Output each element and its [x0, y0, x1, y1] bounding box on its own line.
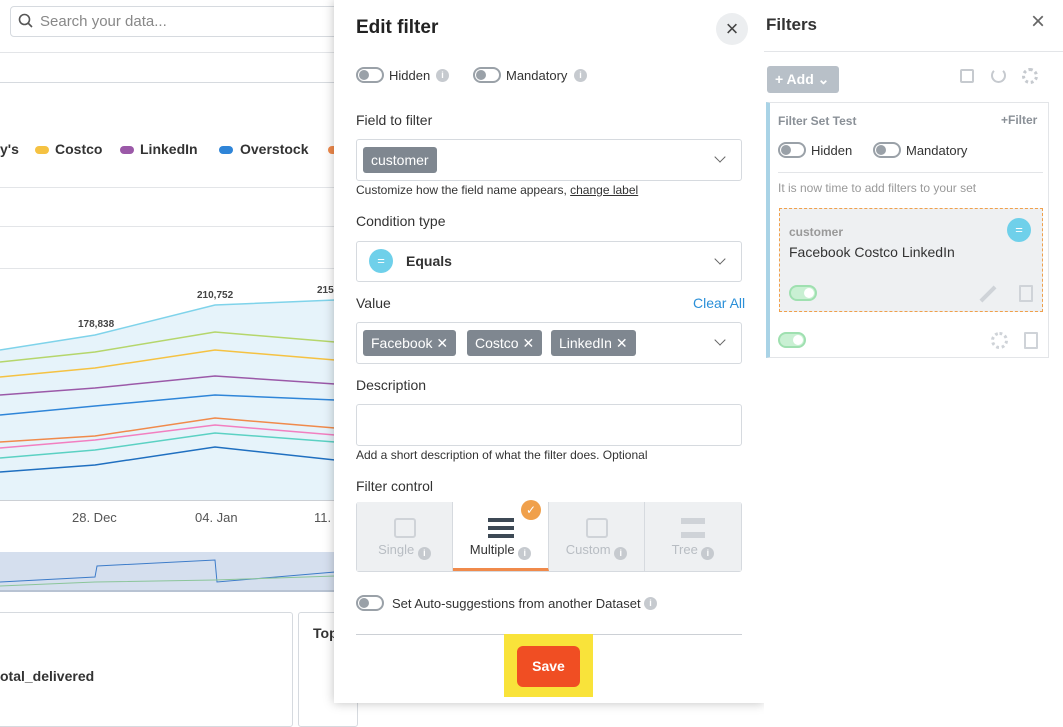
legend-item: Costco: [55, 141, 103, 157]
legend-item: Overstock: [240, 141, 309, 157]
legend-swatch: [219, 146, 233, 154]
filter-set-card: [766, 102, 1049, 358]
control-option[interactable]: Custom i: [549, 502, 645, 571]
field-label: Description: [356, 377, 427, 393]
divider: [0, 82, 335, 83]
help-text: Customize how the field name appears, ch…: [356, 183, 638, 197]
grid-line: [0, 226, 335, 227]
chip-text: Facebook: [371, 335, 433, 351]
toggle-label: Set Auto-suggestions from another Datase…: [392, 596, 641, 611]
save-button[interactable]: Save: [517, 646, 580, 687]
value-chip[interactable]: Facebook ✕: [363, 330, 457, 356]
toggle[interactable]: [778, 142, 806, 158]
option-label: Multiple: [469, 542, 515, 557]
x-tick-label: 04. Jan: [195, 510, 238, 525]
condition-select[interactable]: [356, 241, 742, 282]
legend-swatch: [35, 146, 49, 154]
legend-item: LinkedIn: [140, 141, 198, 157]
clear-all-link[interactable]: Clear All: [693, 295, 746, 311]
legend-swatch: [120, 146, 134, 154]
panel: [0, 612, 293, 727]
data-label: 210,752: [197, 290, 234, 301]
toggle[interactable]: [356, 67, 384, 83]
data-label: 178,838: [78, 319, 115, 330]
data-label: 215: [317, 285, 334, 296]
delete-icon[interactable]: [1019, 285, 1033, 302]
toggle-label: Mandatory: [506, 68, 568, 83]
equals-icon: =: [1007, 218, 1031, 242]
control-option[interactable]: Tree i: [645, 502, 741, 571]
info-icon[interactable]: i: [574, 69, 587, 82]
chip-text: LinkedIn: [559, 335, 612, 351]
search-icon: [18, 13, 33, 28]
condition-value: Equals: [406, 253, 452, 269]
settings-icon[interactable]: [1022, 68, 1038, 84]
x-tick-label: 28. Dec: [72, 510, 117, 525]
hint-text: It is now time to add filters to your se…: [778, 181, 977, 195]
divider: [778, 172, 1043, 173]
legend-item: y's: [0, 141, 19, 157]
field-chip: customer: [363, 147, 437, 173]
panel-title: Filters: [766, 15, 818, 34]
filter-values: Facebook Costco LinkedIn: [789, 244, 955, 260]
add-label: + Add: [775, 71, 814, 87]
delete-icon[interactable]: [1024, 332, 1038, 349]
search-placeholder: Search your data...: [40, 13, 167, 30]
toggle[interactable]: [356, 595, 384, 611]
panel-label: otal_delivered: [0, 668, 95, 684]
toggle-label: Hidden: [389, 68, 431, 83]
description-input[interactable]: [356, 404, 742, 446]
grid-line: [0, 268, 335, 269]
help-text: Customize how the field name appears,: [356, 183, 567, 197]
filters-panel: [764, 0, 1063, 721]
field-label: Field to filter: [356, 112, 433, 128]
panel-label: Top: [313, 625, 338, 641]
add-button[interactable]: + Add ⌄: [767, 66, 839, 93]
set-title: Filter Set Test: [778, 114, 857, 128]
divider: [764, 51, 1063, 52]
add-filter-link[interactable]: +Filter: [1001, 113, 1038, 127]
value-chip[interactable]: LinkedIn ✕: [551, 330, 636, 356]
field-label: Filter control: [356, 478, 434, 494]
option-label: Custom: [565, 542, 611, 557]
option-label: Single: [378, 542, 415, 557]
toggle[interactable]: [789, 285, 817, 301]
x-axis: [0, 500, 335, 501]
toggle[interactable]: [473, 67, 501, 83]
field-label: Condition type: [356, 213, 446, 229]
close-button[interactable]: ×: [1031, 8, 1046, 35]
modal-title: Edit filter: [356, 17, 439, 38]
equals-icon: =: [369, 249, 393, 273]
toggle[interactable]: [778, 332, 806, 348]
x-tick-label: 11.: [314, 510, 332, 525]
info-icon[interactable]: i: [644, 597, 657, 610]
option-label: Tree: [671, 542, 698, 557]
search-box[interactable]: [10, 6, 350, 37]
navigator: [0, 552, 335, 592]
control-option[interactable]: Single i: [357, 502, 453, 571]
toggle[interactable]: [873, 142, 901, 158]
chip-text: Costco: [475, 335, 519, 351]
info-icon[interactable]: i: [436, 69, 449, 82]
filter-field: customer: [789, 225, 844, 239]
background-chart: [0, 299, 335, 500]
toggle-label: Hidden: [811, 143, 853, 158]
check-badge: ✓: [521, 500, 541, 520]
field-label: Value: [356, 295, 391, 311]
reset-icon[interactable]: [991, 68, 1006, 83]
grid-line: [0, 187, 335, 188]
save-icon[interactable]: [960, 69, 974, 83]
change-label-link[interactable]: change label: [570, 183, 639, 197]
filter-item[interactable]: [779, 208, 1043, 312]
divider: [0, 52, 335, 53]
close-button[interactable]: ×: [716, 13, 748, 45]
help-text: Add a short description of what the filt…: [356, 448, 648, 462]
value-chip[interactable]: Costco ✕: [467, 330, 543, 356]
settings-icon[interactable]: [991, 332, 1008, 349]
toggle-label: Mandatory: [906, 143, 968, 158]
